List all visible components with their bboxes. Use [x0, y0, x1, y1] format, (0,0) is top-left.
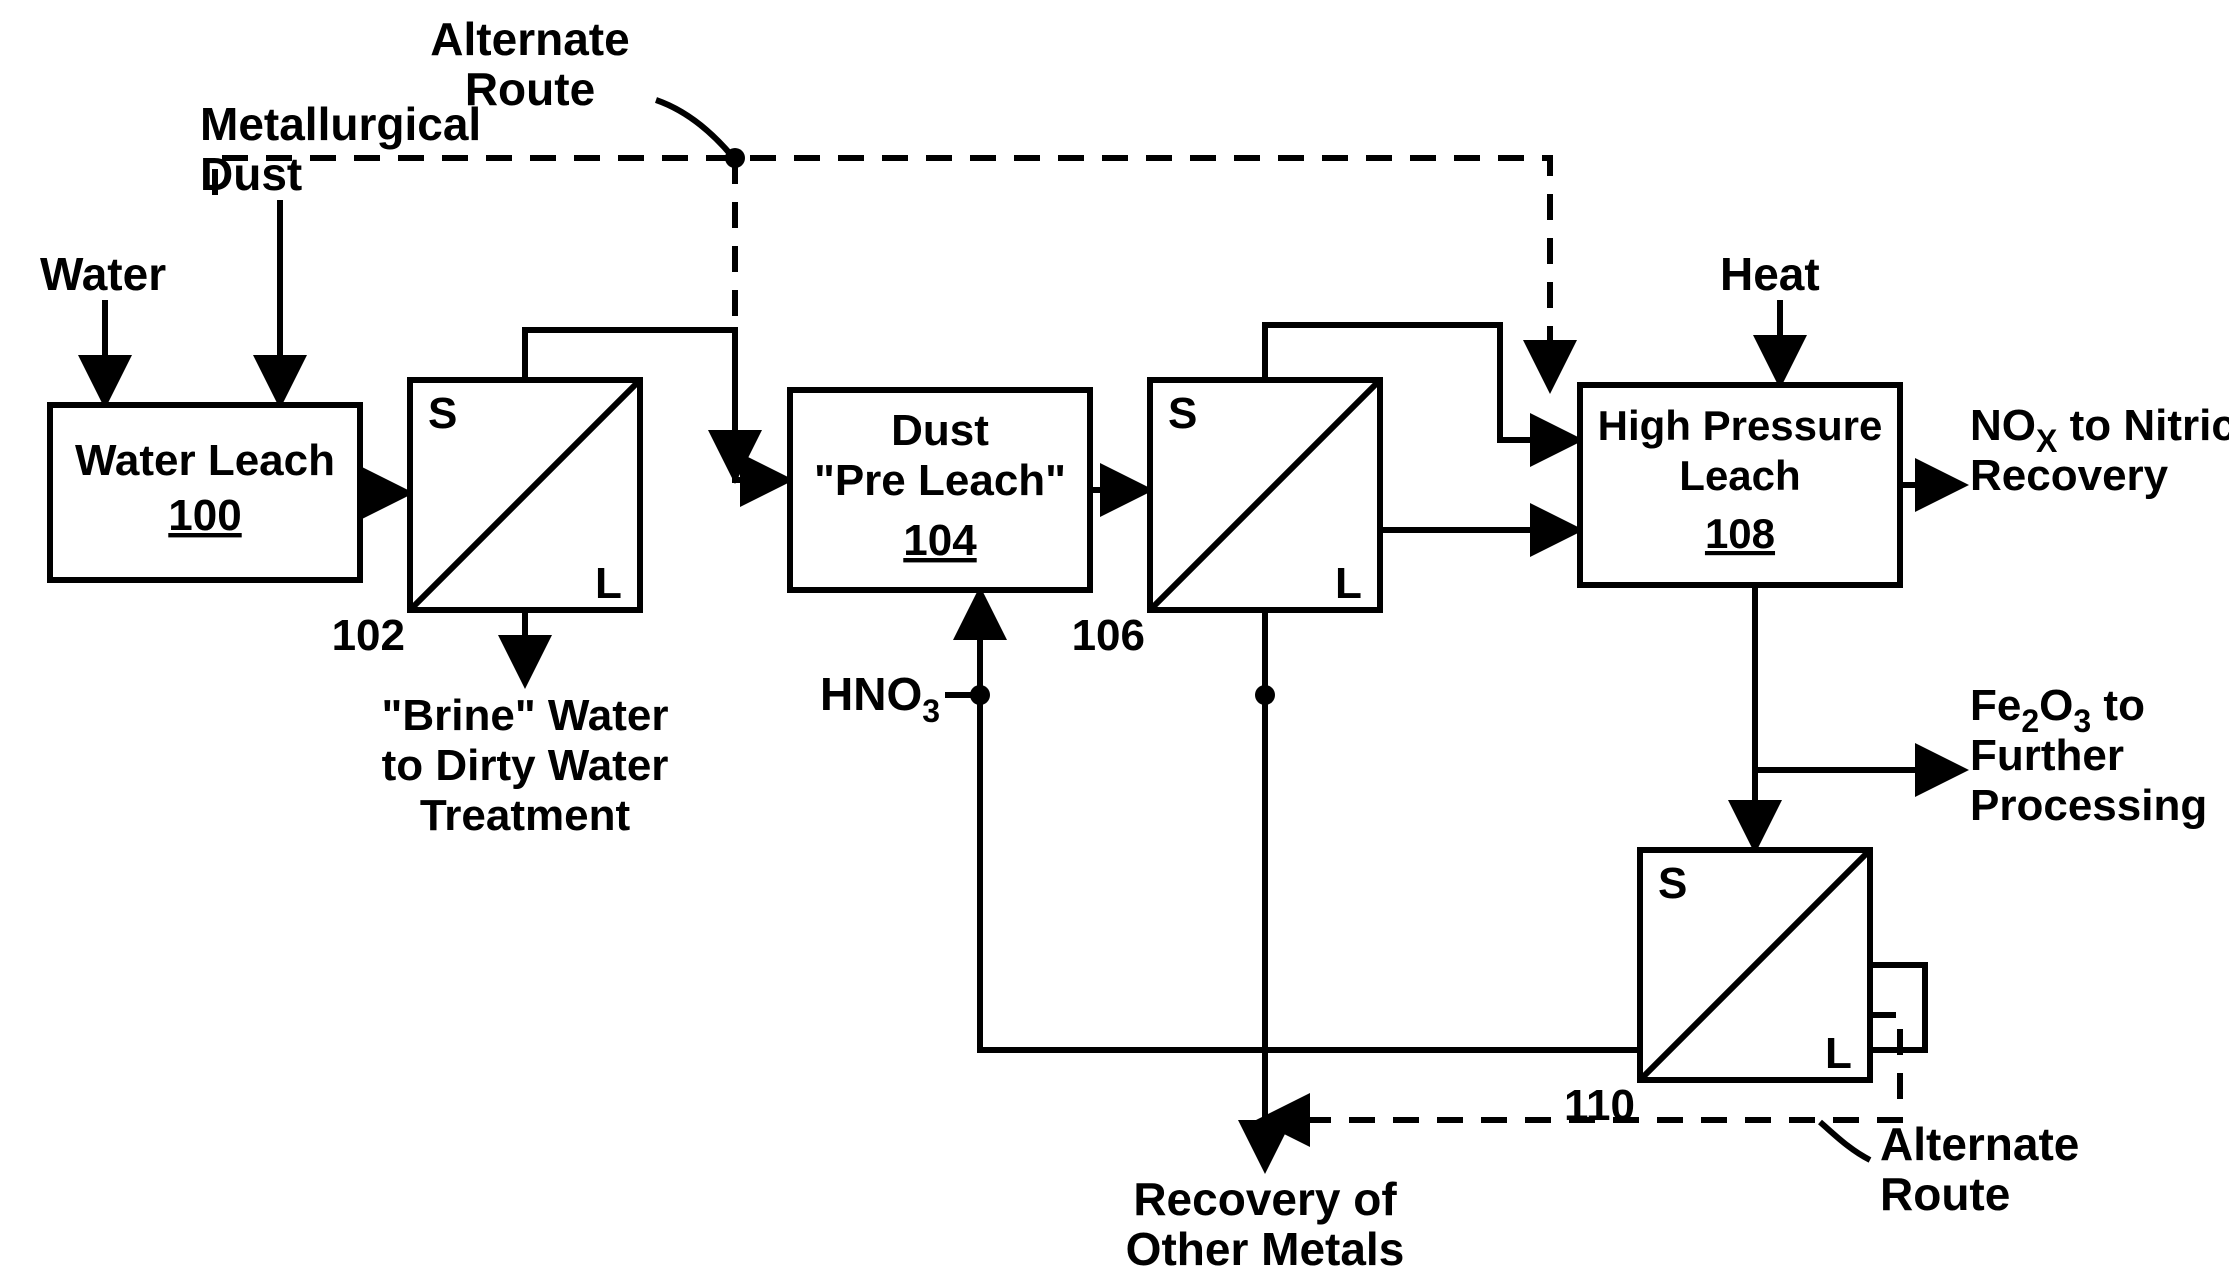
box-water-leach-ref: 100: [168, 491, 241, 540]
label-fe2o3-c: O: [2039, 681, 2073, 730]
label-alternate-bot-l1: Alternate: [1880, 1118, 2079, 1170]
label-hno3-pre: HNO: [820, 668, 922, 720]
label-heat: Heat: [1720, 248, 1820, 300]
sep-106-S: S: [1168, 389, 1197, 438]
edge-alt_bot_callout: [1820, 1122, 1870, 1160]
box-sep-106: S L 106: [1072, 380, 1380, 660]
label-nox-pre: NO: [1970, 401, 2036, 450]
sep-102-L: L: [595, 559, 622, 608]
label-nox-post: to Nitric: [2057, 401, 2229, 450]
label-brine-l2: to Dirty Water: [382, 741, 669, 790]
edge-110_S_to_fe2o3: [1755, 770, 1960, 850]
label-fe2o3-l2: Further: [1970, 731, 2124, 780]
sep-102-ref: 102: [332, 611, 405, 660]
label-alternate-top-l2: Route: [465, 63, 595, 115]
label-hno3-sub: 3: [922, 693, 940, 729]
edge-alt_top_callout: [656, 100, 732, 156]
box-pre-leach: Dust "Pre Leach" 104: [790, 390, 1090, 590]
label-water: Water: [40, 248, 166, 300]
box-pre-leach-l1: Dust: [891, 406, 989, 455]
junction-dot: [1255, 685, 1275, 705]
box-sep-110: S L 110: [1564, 850, 1870, 1130]
label-alternate-top-l1: Alternate: [430, 13, 629, 65]
edge-hno3_in: [945, 595, 980, 695]
sep-106-L: L: [1335, 559, 1362, 608]
process-flowchart: Water Leach 100 S L 102 Dust "Pre Leach"…: [0, 0, 2229, 1275]
junction-dot: [725, 148, 745, 168]
sep-110-L: L: [1825, 1029, 1852, 1078]
label-recovery-l1: Recovery of: [1133, 1173, 1397, 1225]
label-brine-l1: "Brine" Water: [381, 691, 668, 740]
box-hp-leach-l1: High Pressure: [1598, 402, 1883, 449]
label-fe2o3-e: to: [2091, 681, 2145, 730]
boxes-layer: Water Leach 100 S L 102 Dust "Pre Leach"…: [50, 380, 1900, 1130]
sep-102-S: S: [428, 389, 457, 438]
label-fe2o3-l3: Processing: [1970, 781, 2207, 830]
label-nox-l2: Recovery: [1970, 451, 2169, 500]
box-sep-102: S L 102: [332, 380, 640, 660]
label-met-dust-l2: Dust: [200, 148, 302, 200]
sep-110-ref: 110: [1564, 1081, 1635, 1130]
box-water-leach-title: Water Leach: [75, 436, 335, 485]
label-alternate-bot-l2: Route: [1880, 1168, 2010, 1220]
box-hp-leach: High Pressure Leach 108: [1580, 385, 1900, 585]
box-pre-leach-ref: 104: [903, 516, 977, 565]
sep-106-ref: 106: [1072, 611, 1145, 660]
label-met-dust-l1: Metallurgical: [200, 98, 481, 150]
label-fe2o3-a: Fe: [1970, 681, 2021, 730]
label-brine-l3: Treatment: [420, 791, 631, 840]
box-hp-leach-ref: 108: [1705, 510, 1775, 557]
label-hno3: HNO3: [820, 668, 940, 729]
label-recovery-l2: Other Metals: [1126, 1223, 1405, 1275]
box-water-leach: Water Leach 100: [50, 405, 360, 580]
junction-dot: [970, 685, 990, 705]
edge-alt_top_main: [215, 158, 1550, 385]
box-hp-leach-l2: Leach: [1679, 452, 1800, 499]
sep-110-S: S: [1658, 859, 1687, 908]
box-pre-leach-l2: "Pre Leach": [814, 456, 1066, 505]
